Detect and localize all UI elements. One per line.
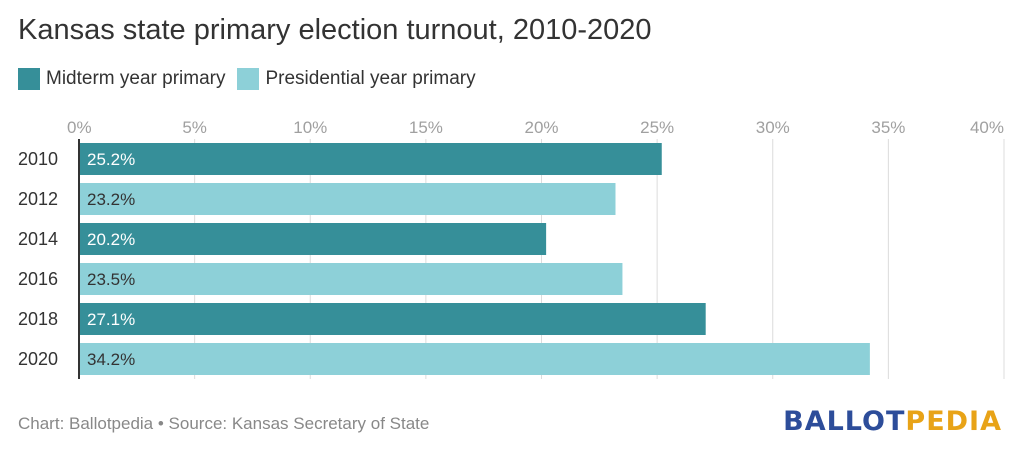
bar: [79, 343, 870, 375]
y-tick-label: 2018: [18, 309, 58, 329]
legend-swatch-presidential: [237, 68, 260, 90]
x-tick-label: 20%: [524, 118, 558, 137]
x-tick-label: 10%: [293, 118, 327, 137]
logo-part-ballot: BALLOT: [783, 406, 906, 437]
data-label: 20.2%: [87, 230, 135, 249]
x-tick-label: 40%: [970, 118, 1004, 137]
logo-part-pedia: PEDIA: [905, 406, 1002, 437]
bar: [79, 183, 616, 215]
y-tick-label: 2020: [18, 349, 58, 369]
chart-title: Kansas state primary election turnout, 2…: [18, 14, 652, 46]
data-label: 23.5%: [87, 270, 135, 289]
data-label: 34.2%: [87, 350, 135, 369]
x-tick-label: 0%: [67, 118, 92, 137]
x-tick-label: 30%: [756, 118, 790, 137]
ballotpedia-logo: BALLOTPEDIA: [783, 406, 1002, 437]
legend-label-presidential: Presidential year primary: [265, 68, 476, 89]
legend-item-midterm: Midterm year primary: [18, 68, 225, 90]
data-label: 27.1%: [87, 310, 135, 329]
x-tick-label: 15%: [409, 118, 443, 137]
legend-swatch-midterm: [18, 68, 40, 90]
y-tick-label: 2012: [18, 189, 58, 209]
x-tick-label: 25%: [640, 118, 674, 137]
data-label: 23.2%: [87, 190, 135, 209]
bar: [79, 303, 706, 335]
data-label: 25.2%: [87, 150, 135, 169]
chart-source: Chart: Ballotpedia • Source: Kansas Secr…: [18, 414, 430, 433]
y-tick-label: 2014: [18, 229, 58, 249]
x-tick-label: 35%: [871, 118, 905, 137]
bar: [79, 143, 662, 175]
bar-chart: 0% 5% 10% 15% 20% 25% 30% 35% 40% 2010 25.2% 2012 23…: [18, 118, 1005, 379]
bar: [79, 223, 547, 255]
legend-label-midterm: Midterm year primary: [46, 68, 226, 89]
bar: [79, 263, 623, 295]
legend-item-presidential: Presidential year primary: [237, 68, 476, 90]
legend: Midterm year primary Presidential year p…: [18, 68, 488, 90]
y-tick-label: 2010: [18, 149, 58, 169]
x-tick-label: 5%: [182, 118, 207, 137]
y-tick-label: 2016: [18, 269, 58, 289]
